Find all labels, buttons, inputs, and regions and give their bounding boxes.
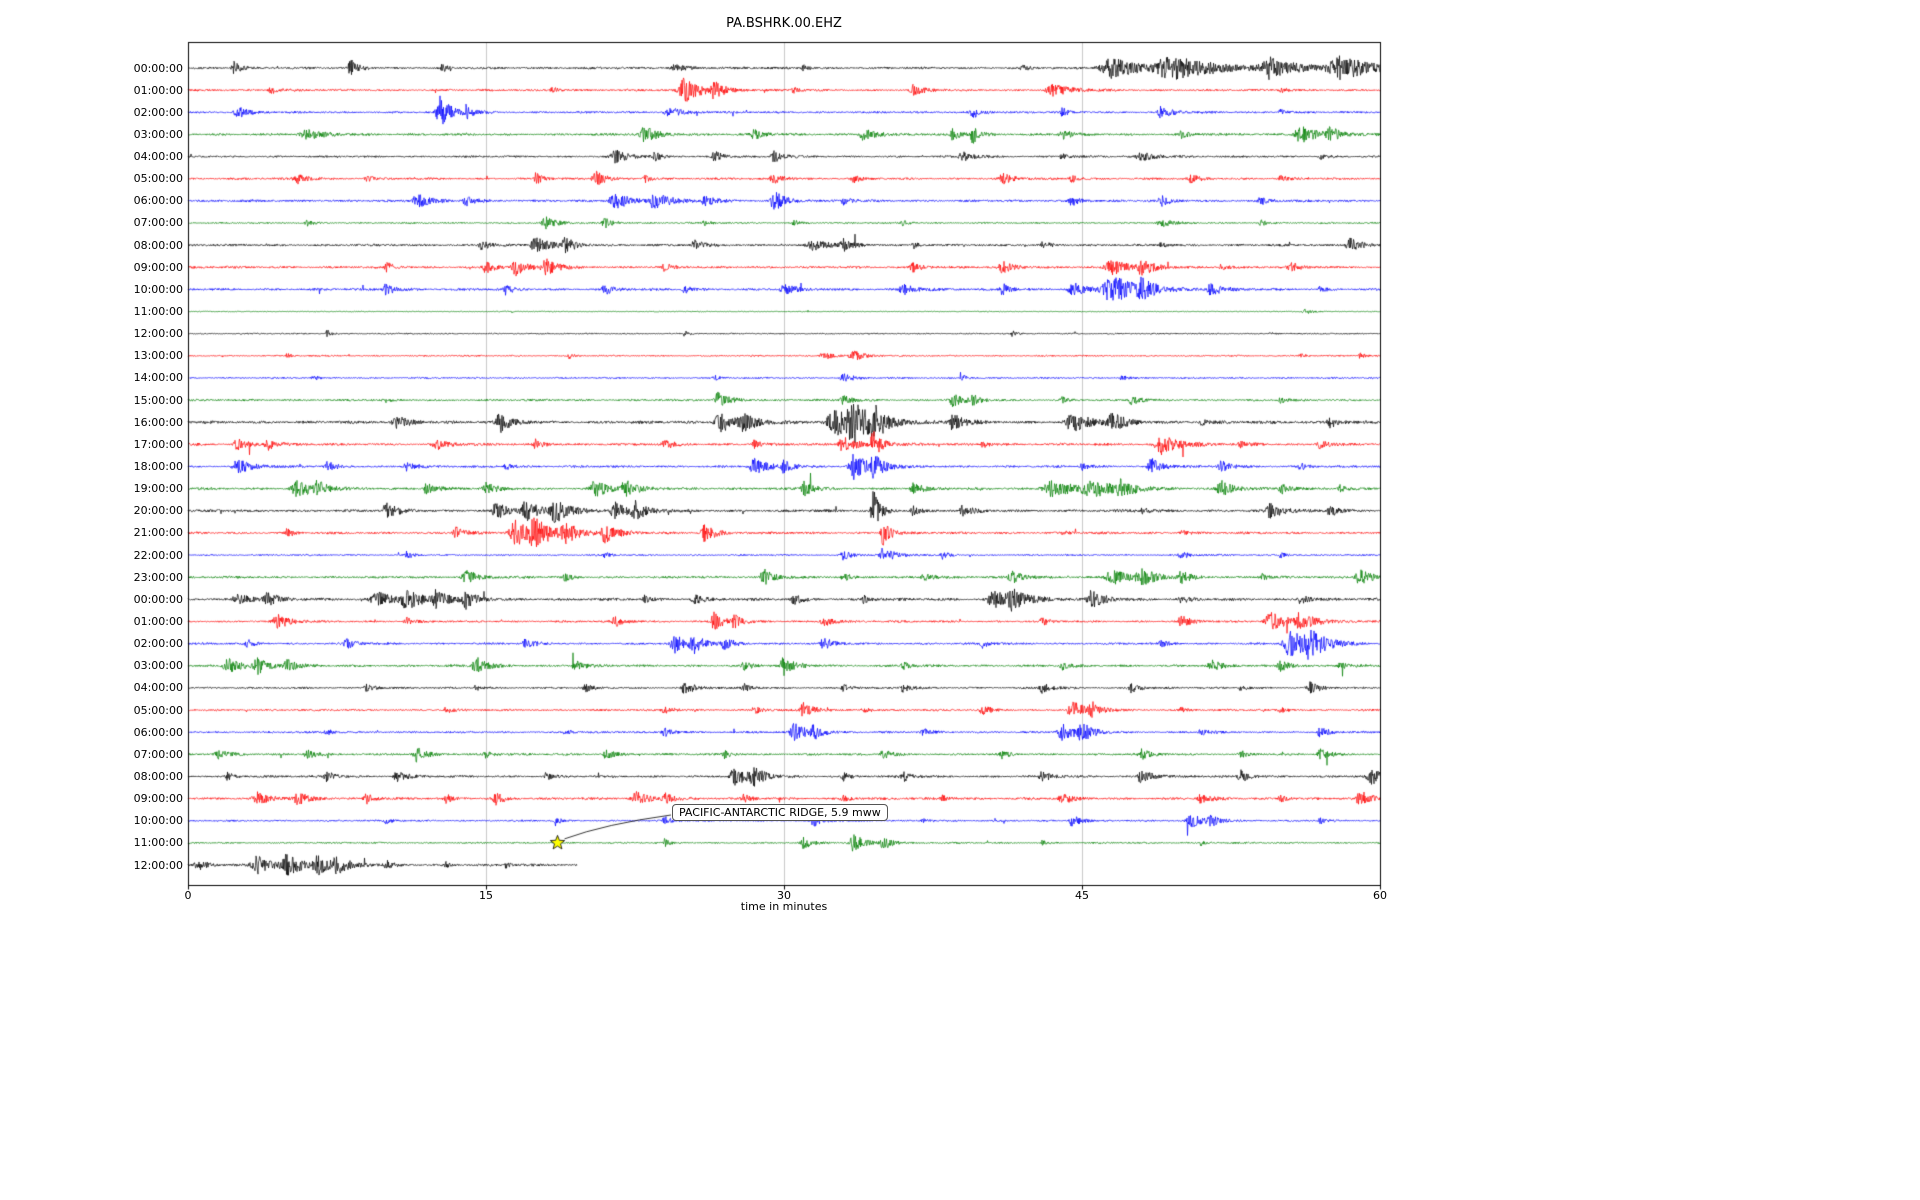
row-label: 04:00:00 xyxy=(133,150,183,164)
row-label: 02:00:00 xyxy=(133,105,183,119)
row-label: 12:00:00 xyxy=(133,858,183,872)
row-label: 10:00:00 xyxy=(133,814,183,828)
row-label: 19:00:00 xyxy=(133,482,183,496)
row-label: 15:00:00 xyxy=(133,393,183,407)
x-axis-label: time in minutes xyxy=(740,900,828,913)
x-tick-label: 30 xyxy=(777,889,791,902)
row-label: 23:00:00 xyxy=(133,570,183,584)
row-label: 11:00:00 xyxy=(133,836,183,850)
row-label: 11:00:00 xyxy=(133,305,183,319)
row-label: 18:00:00 xyxy=(133,460,183,473)
row-label: 08:00:00 xyxy=(133,769,183,783)
row-label: 22:00:00 xyxy=(133,548,183,562)
row-label: 20:00:00 xyxy=(133,504,183,518)
row-label: 09:00:00 xyxy=(133,792,183,806)
row-label: 00:00:00 xyxy=(133,61,183,75)
row-label: 06:00:00 xyxy=(133,194,183,208)
x-tick-label: 60 xyxy=(1373,889,1387,902)
row-label: 14:00:00 xyxy=(133,371,183,385)
row-label: 00:00:00 xyxy=(133,592,183,606)
row-label: 10:00:00 xyxy=(133,282,183,296)
row-label: 05:00:00 xyxy=(133,172,183,186)
x-tick-label: 15 xyxy=(479,889,493,902)
row-label: 16:00:00 xyxy=(133,415,183,429)
row-label: 13:00:00 xyxy=(133,349,183,363)
row-label: 07:00:00 xyxy=(133,216,183,230)
row-label: 17:00:00 xyxy=(133,437,183,451)
row-labels: 00:00:00 01:00:00 02:00:00 03:00:00 04:00:00… xyxy=(0,0,185,1000)
x-tick-label: 0 xyxy=(184,889,192,902)
row-label: 03:00:00 xyxy=(133,127,183,141)
row-label: 01:00:00 xyxy=(133,614,183,628)
row-label: 03:00:00 xyxy=(133,659,183,673)
row-label: 12:00:00 xyxy=(133,327,183,341)
row-label: 06:00:00 xyxy=(133,725,183,739)
x-tick-label: 45 xyxy=(1075,889,1089,902)
row-label: 01:00:00 xyxy=(133,83,183,97)
row-label: 02:00:00 xyxy=(133,637,183,651)
event-annotation: PACIFIC-ANTARCTIC RIDGE, 5.9 mww xyxy=(672,804,888,821)
row-label: 05:00:00 xyxy=(133,703,183,717)
row-label: 09:00:00 xyxy=(133,260,183,274)
row-label: 04:00:00 xyxy=(133,681,183,695)
row-label: 08:00:00 xyxy=(133,238,183,252)
row-label: 21:00:00 xyxy=(133,526,183,540)
row-label: 07:00:00 xyxy=(133,747,183,761)
